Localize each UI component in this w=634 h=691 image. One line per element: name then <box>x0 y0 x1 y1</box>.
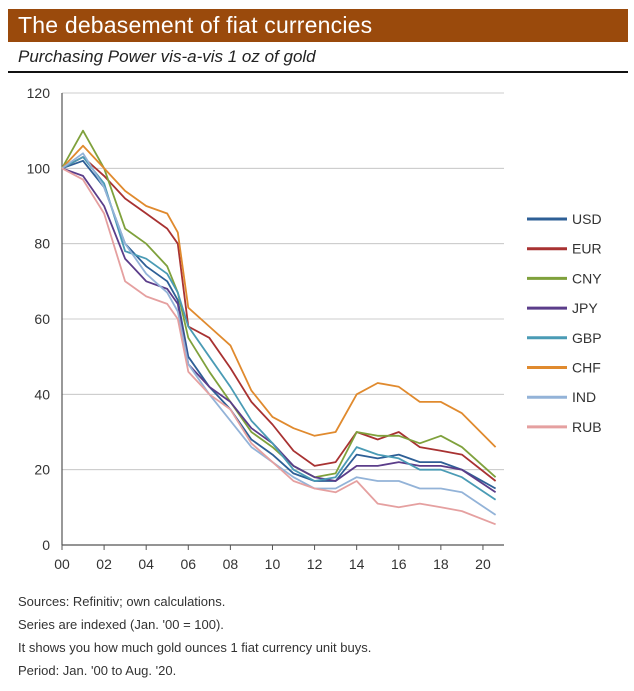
legend: USD EUR CNY JPY GBP CHF IND RUB <box>527 211 602 435</box>
footnote-explanation: It shows you how much gold ounces 1 fiat… <box>18 640 372 655</box>
y-tick-label: 60 <box>34 311 50 327</box>
legend-label-rub: RUB <box>572 419 602 435</box>
series-lines <box>61 129 497 526</box>
y-tick-label: 40 <box>34 386 50 402</box>
title-divider <box>8 71 628 73</box>
x-tick-label: 12 <box>307 556 323 572</box>
x-tick-label: 20 <box>475 556 491 572</box>
footnotes: Sources: Refinitiv; own calculations. Se… <box>18 590 371 682</box>
y-tick-label: 20 <box>34 462 50 478</box>
grid-lines <box>62 92 504 546</box>
footnote-sources: Sources: Refinitiv; own calculations. <box>18 594 226 609</box>
x-tick-label: 08 <box>223 556 239 572</box>
series-line-rub <box>61 167 496 526</box>
chart-title: The debasement of fiat currencies <box>8 9 628 42</box>
series-line-cny <box>61 129 497 479</box>
x-tick-label: 02 <box>96 556 112 572</box>
y-tick-label: 120 <box>27 85 51 101</box>
y-tick-label: 80 <box>34 236 50 252</box>
series-line-gbp <box>61 156 497 501</box>
legend-label-gbp: GBP <box>572 330 602 346</box>
x-tick-label: 10 <box>265 556 281 572</box>
x-tick-label: 00 <box>54 556 70 572</box>
legend-label-ind: IND <box>572 389 596 405</box>
legend-label-cny: CNY <box>572 270 602 286</box>
footnote-index: Series are indexed (Jan. '00 = 100). <box>18 617 224 632</box>
series-line-jpy <box>61 167 497 494</box>
line-chart: 0 20 40 60 80 100 120 00 02 04 06 08 10 12 14 16 18 20 U… <box>27 85 603 572</box>
y-axis: 0 20 40 60 80 100 120 <box>27 85 63 553</box>
x-tick-label: 04 <box>138 556 154 572</box>
x-tick-label: 18 <box>433 556 449 572</box>
x-tick-label: 16 <box>391 556 407 572</box>
x-axis: 00 02 04 06 08 10 12 14 16 18 20 <box>54 545 491 572</box>
x-tick-label: 14 <box>349 556 365 572</box>
x-tick-label: 06 <box>180 556 196 572</box>
series-line-ind <box>61 152 497 516</box>
footnote-period: Period: Jan. '00 to Aug. '20. <box>18 663 177 678</box>
legend-label-chf: CHF <box>572 360 601 376</box>
legend-label-jpy: JPY <box>572 300 598 316</box>
y-tick-label: 100 <box>27 160 51 176</box>
legend-label-eur: EUR <box>572 241 602 257</box>
series-line-chf <box>61 144 497 448</box>
legend-label-usd: USD <box>572 211 602 227</box>
y-tick-label: 0 <box>42 537 50 553</box>
chart-subtitle: Purchasing Power vis-a-vis 1 oz of gold <box>18 47 316 66</box>
